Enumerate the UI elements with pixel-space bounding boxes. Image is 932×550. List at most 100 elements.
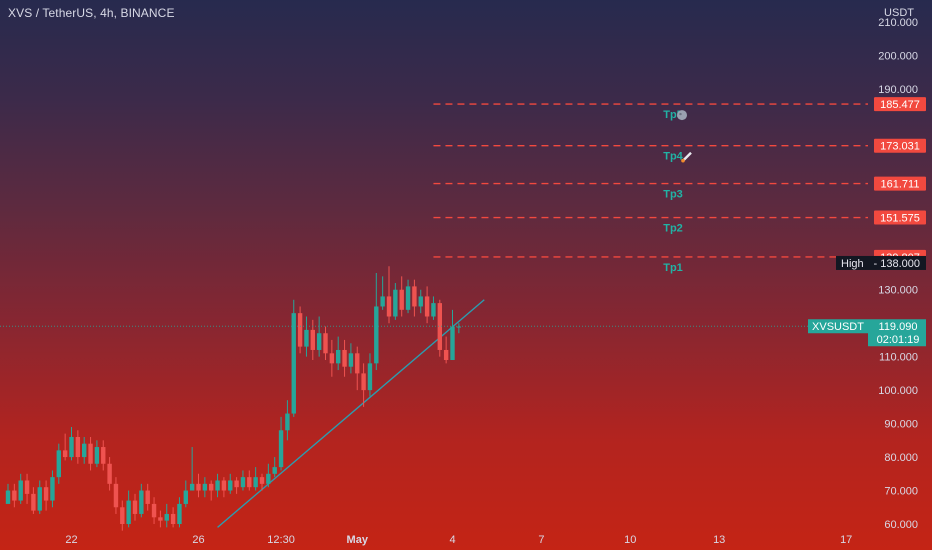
candle-body	[43, 487, 49, 501]
candle-body	[412, 286, 417, 307]
candle-body	[126, 500, 131, 524]
target-label: Tp4	[663, 151, 683, 163]
trendline	[217, 299, 485, 528]
candle-body	[418, 296, 423, 307]
candle-body	[221, 480, 227, 491]
candle-body	[189, 483, 195, 491]
candle-body	[50, 477, 55, 501]
candle-body	[37, 487, 42, 511]
candle-body	[424, 296, 430, 317]
price-axis-unit: USDT	[884, 7, 914, 19]
candle-body	[355, 353, 360, 374]
target-label: Tp5	[663, 109, 683, 121]
candle-body	[202, 483, 208, 491]
price-tick-label: 90.000	[884, 419, 918, 431]
target-label: Tp1	[663, 262, 683, 274]
candle-body	[234, 480, 239, 488]
candle-body	[183, 490, 188, 504]
time-tick-label: 4	[449, 534, 455, 546]
candle-body	[297, 313, 303, 347]
price-tick-label: 80.000	[884, 452, 918, 464]
candle-body	[285, 413, 290, 431]
candle-body	[342, 349, 347, 367]
candle-body	[5, 490, 11, 504]
candle-body	[62, 450, 68, 458]
high-tag-value: - 138.000	[874, 258, 920, 270]
candle-body	[437, 303, 442, 350]
moon-disc	[677, 110, 687, 121]
candle-body	[450, 326, 455, 361]
price-tick-label: 200.000	[878, 50, 918, 62]
price-tags-layer: 139.807151.575161.711173.031185.477High-…	[808, 97, 926, 347]
candle-body	[82, 443, 87, 458]
candle-body	[253, 477, 258, 488]
candle-body	[107, 463, 112, 484]
target-price-value: 151.575	[880, 213, 920, 225]
time-tick-label: 26	[192, 534, 204, 546]
candle-body	[158, 517, 163, 521]
candle-body	[12, 490, 17, 501]
candle-body	[24, 480, 30, 494]
candle-body	[18, 480, 23, 501]
symbol-title: XVS / TetherUS, 4h, BINANCE	[8, 6, 175, 20]
candle-body	[399, 289, 404, 310]
candle-body	[215, 480, 220, 491]
candle-body	[323, 333, 328, 354]
candle-body	[367, 363, 373, 391]
time-tick-label: 10	[624, 534, 636, 546]
time-tick-label: May	[347, 534, 369, 546]
moon-crater	[679, 112, 682, 116]
price-tick-label: 70.000	[884, 486, 918, 498]
candle-body	[310, 329, 315, 350]
rocket-body	[682, 151, 692, 162]
candle-body	[405, 286, 411, 310]
high-tag	[836, 255, 926, 270]
candle-body	[69, 436, 74, 458]
time-tick-label: 17	[840, 534, 852, 546]
candle-body	[361, 373, 366, 391]
candle-body	[348, 353, 354, 367]
candle-body	[145, 490, 150, 504]
candle-body	[247, 477, 252, 488]
candle-body	[228, 480, 233, 491]
candle-body	[304, 329, 309, 347]
rocket-icon	[681, 151, 692, 163]
last-price-tag	[868, 319, 926, 347]
last-price-value: 119.090	[879, 321, 918, 333]
symbol-tag-label: XVSUSDT	[812, 321, 864, 333]
candle-body	[132, 500, 138, 514]
targets-layer: Tp1 Tp2 Tp3 Tp4 Tp5	[0, 103, 868, 327]
time-tick-label: 13	[713, 534, 725, 546]
candle-body	[443, 349, 449, 361]
candle-body	[113, 483, 119, 508]
candle-body	[431, 303, 436, 317]
target-price-value: 173.031	[880, 141, 920, 153]
price-tick-label: 100.000	[878, 385, 918, 397]
candle-body	[209, 483, 214, 491]
price-tick-label: 210.000	[878, 17, 918, 29]
candle-body	[196, 483, 201, 491]
symbol-tag	[808, 319, 868, 334]
target-price-value: 161.711	[881, 179, 920, 191]
candles-layer	[5, 266, 462, 531]
time-tick-label: 12:30	[267, 534, 295, 546]
candle-body	[94, 447, 100, 464]
candle-body	[393, 289, 398, 317]
target-price-tag	[874, 97, 926, 112]
high-tag-label: High	[841, 258, 864, 270]
candle-body	[56, 450, 61, 478]
candle-body	[272, 467, 277, 474]
time-tick-label: 22	[65, 534, 77, 546]
candle-body	[31, 493, 36, 511]
trendline-layer[interactable]	[217, 299, 485, 528]
target-label: Tp3	[663, 189, 683, 201]
moon-icon	[677, 110, 687, 121]
candle-body	[101, 447, 106, 464]
price-axis[interactable]: USDT 60.000 70.000 80.000 90.000 100.000 110.…	[878, 7, 918, 531]
price-tick-label: 130.000	[878, 285, 918, 297]
target-label: Tp2	[663, 223, 683, 235]
target-price-value: 185.477	[880, 99, 920, 111]
time-axis[interactable]: 22 26 12:30 May 4 7 10 13 17	[65, 534, 852, 546]
